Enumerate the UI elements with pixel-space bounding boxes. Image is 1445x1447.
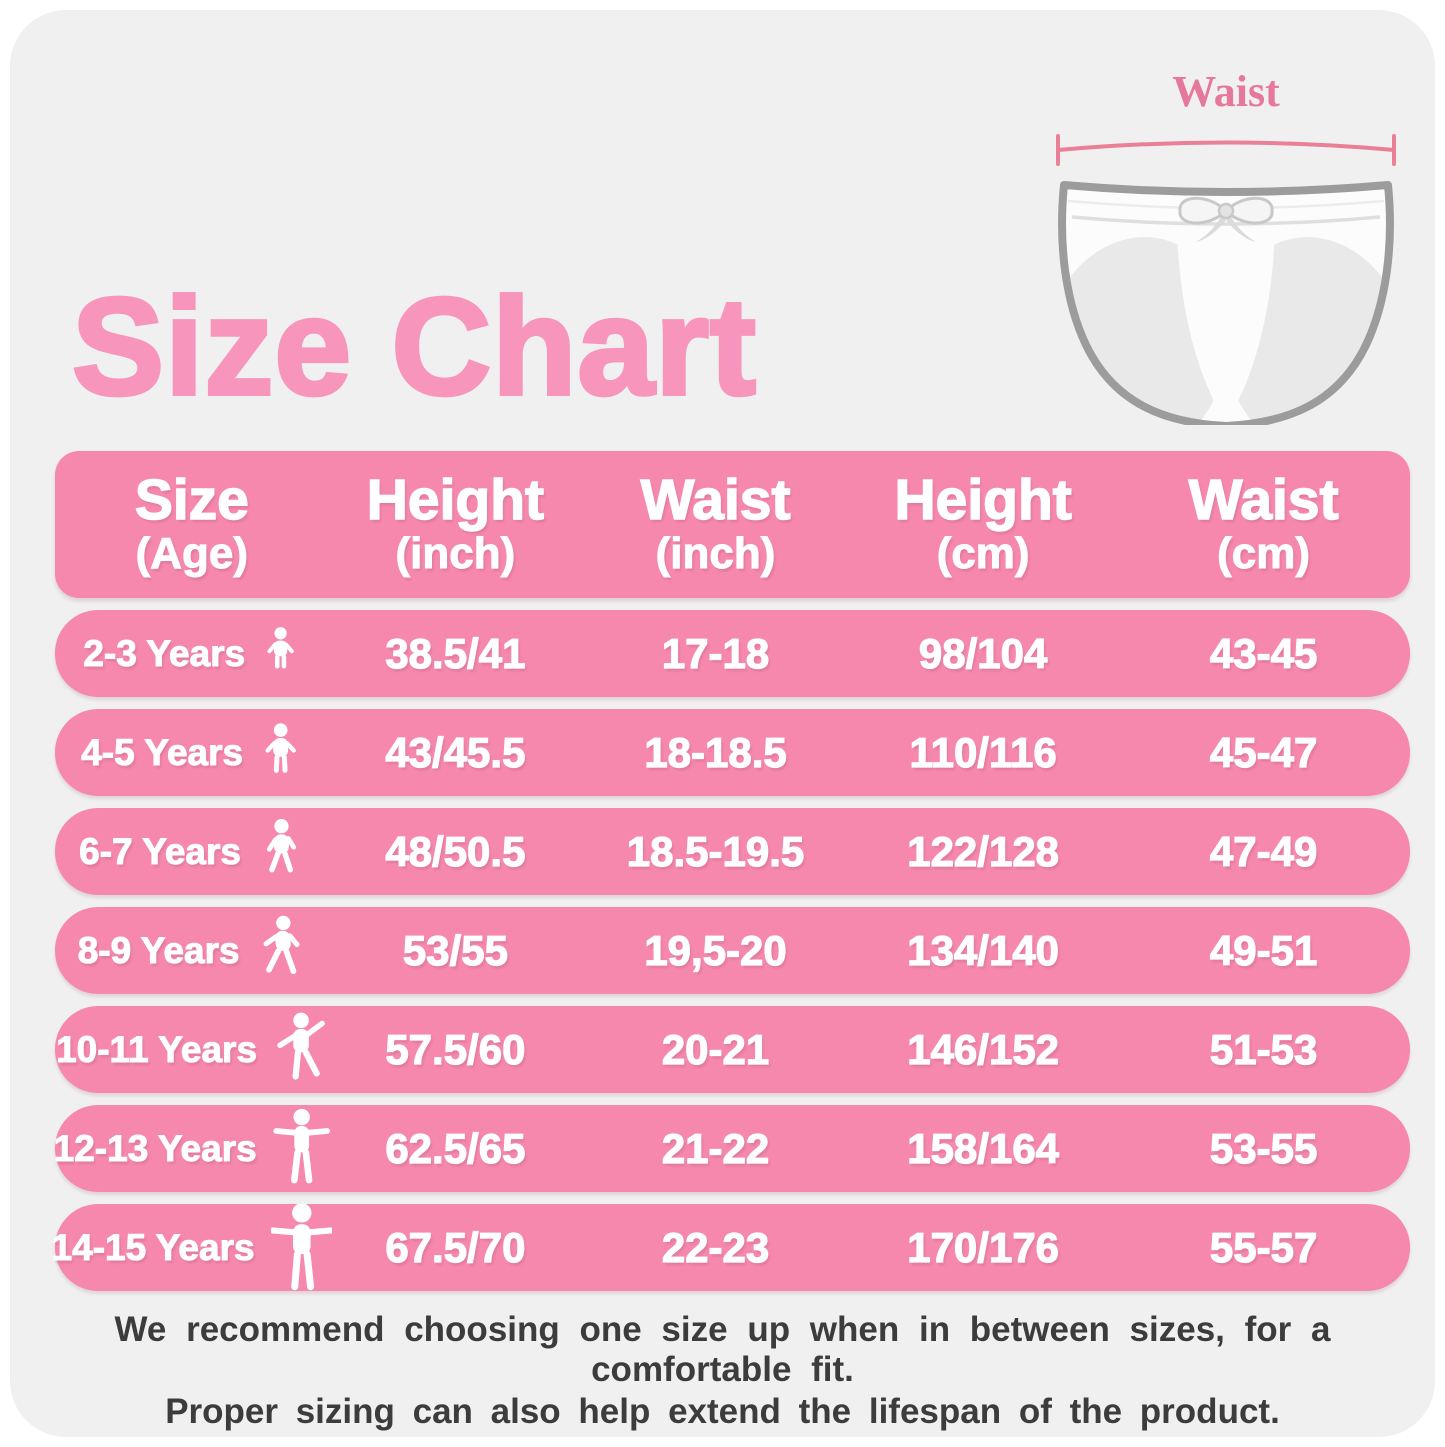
header-sub: (inch) (655, 529, 776, 579)
header-main: Height (894, 468, 1073, 533)
table-row: 10-11 Years 57.5/60 20-21 146/152 51-53 (55, 1006, 1410, 1093)
height-inch-value: 62.5/65 (385, 1124, 526, 1172)
waist-cm-value: 51-53 (1209, 1025, 1318, 1073)
waist-cm-value: 47-49 (1209, 827, 1318, 875)
table-row: 8-9 Years 53/55 19,5-20 134/140 49-51 (55, 907, 1410, 994)
table-row: 14-15 Years 67.5/70 22-23 170/176 55-57 (51, 1204, 1410, 1292)
height-inch-value: 53/55 (402, 926, 508, 974)
age-label: 14-15 Years (51, 1227, 255, 1269)
header-main: Waist (1188, 468, 1339, 533)
age-label: 12-13 Years (53, 1127, 257, 1169)
waist-cm-value: 45-47 (1209, 728, 1318, 776)
waist-inch-value: 17-18 (661, 629, 770, 677)
height-inch-value: 57.5/60 (385, 1025, 526, 1073)
waist-cm-value: 53-55 (1209, 1124, 1318, 1172)
header-waist-inch: Waist (inch) (582, 468, 849, 579)
sizing-note: We recommend choosing one size up when i… (114, 1310, 1331, 1389)
child-age-6-7-icon (266, 818, 297, 872)
waist-cm-value: 49-51 (1209, 926, 1318, 974)
waist-cm-value: 55-57 (1209, 1223, 1318, 1271)
waist-inch-value: 18.5-19.5 (626, 827, 805, 875)
height-cm-value: 98/104 (918, 629, 1048, 677)
height-cm-value: 170/176 (907, 1223, 1060, 1271)
age-cell: 12-13 Years (53, 1108, 330, 1190)
age-cell: 2-3 Years (55, 626, 329, 682)
header-height-cm: Height (cm) (849, 468, 1117, 579)
age-cell: 6-7 Years (55, 818, 329, 886)
measure-line-icon (1056, 134, 1396, 166)
background-card: Size Chart Waist (10, 10, 1435, 1437)
size-table: Size (Age) Height (inch) Waist (inch) He… (51, 451, 1410, 1292)
height-cm-value: 158/164 (907, 1124, 1060, 1172)
header-height-inch: Height (inch) (329, 468, 582, 579)
child-age-8-9-icon (263, 915, 300, 974)
age-cell: 10-11 Years (55, 1011, 329, 1089)
age-cell: 14-15 Years (51, 1204, 333, 1292)
table-row: 2-3 Years 38.5/41 17-18 98/104 43-45 (55, 610, 1410, 697)
table-row: 4-5 Years 43/45.5 18-18.5 110/116 45-47 (55, 709, 1410, 796)
header-main: Waist (640, 468, 791, 533)
waist-inch-value: 21-22 (661, 1124, 770, 1172)
age-label: 8-9 Years (77, 929, 240, 971)
child-age-4-5-icon (265, 722, 296, 773)
height-inch-value: 48/50.5 (385, 827, 526, 875)
height-cm-value: 146/152 (907, 1025, 1060, 1073)
age-label: 2-3 Years (83, 632, 246, 674)
waist-inch-value: 22-23 (661, 1223, 770, 1271)
height-cm-value: 122/128 (907, 827, 1060, 875)
bow-icon (1178, 196, 1274, 242)
header-main: Size (134, 468, 250, 533)
header-size-age: Size (Age) (55, 468, 329, 579)
age-label: 6-7 Years (79, 830, 242, 872)
waist-inch-value: 19,5-20 (644, 926, 788, 974)
age-label: 4-5 Years (81, 731, 244, 773)
table-row: 6-7 Years 48/50.5 18.5-19.5 122/128 47-4… (55, 808, 1410, 895)
child-age-14-15-icon (270, 1204, 333, 1291)
header-sub: (inch) (395, 529, 516, 579)
page-title: Size Chart (70, 269, 758, 425)
waist-inch-value: 20-21 (661, 1025, 770, 1073)
child-age-2-3-icon (267, 626, 294, 669)
height-inch-value: 67.5/70 (385, 1223, 526, 1271)
height-cm-value: 110/116 (909, 728, 1057, 776)
header-sub: (cm) (936, 529, 1030, 579)
height-inch-value: 38.5/41 (385, 629, 526, 677)
age-cell: 8-9 Years (55, 915, 329, 987)
table-row: 12-13 Years 62.5/65 21-22 158/164 53-55 (53, 1105, 1410, 1192)
header-main: Height (366, 468, 545, 533)
age-label: 10-11 Years (56, 1028, 258, 1070)
lifespan-note: Proper sizing can also help extend the l… (165, 1392, 1280, 1431)
child-age-10-11-icon (277, 1012, 325, 1080)
underwear-illustration: Waist (1050, 66, 1402, 425)
height-cm-value: 134/140 (907, 926, 1060, 974)
header-sub: (Age) (135, 529, 249, 579)
header-sub: (cm) (1217, 529, 1311, 579)
waist-cm-value: 43-45 (1209, 629, 1318, 677)
age-cell: 4-5 Years (55, 722, 329, 784)
underwear-icon (1056, 134, 1396, 425)
waist-measure-label: Waist (1172, 67, 1280, 116)
height-inch-value: 43/45.5 (385, 728, 526, 776)
waist-inch-value: 18-18.5 (644, 728, 788, 776)
header-waist-cm: Waist (cm) (1117, 468, 1410, 579)
table-header-row: Size (Age) Height (inch) Waist (inch) He… (55, 451, 1410, 598)
child-age-12-13-icon (273, 1108, 330, 1183)
